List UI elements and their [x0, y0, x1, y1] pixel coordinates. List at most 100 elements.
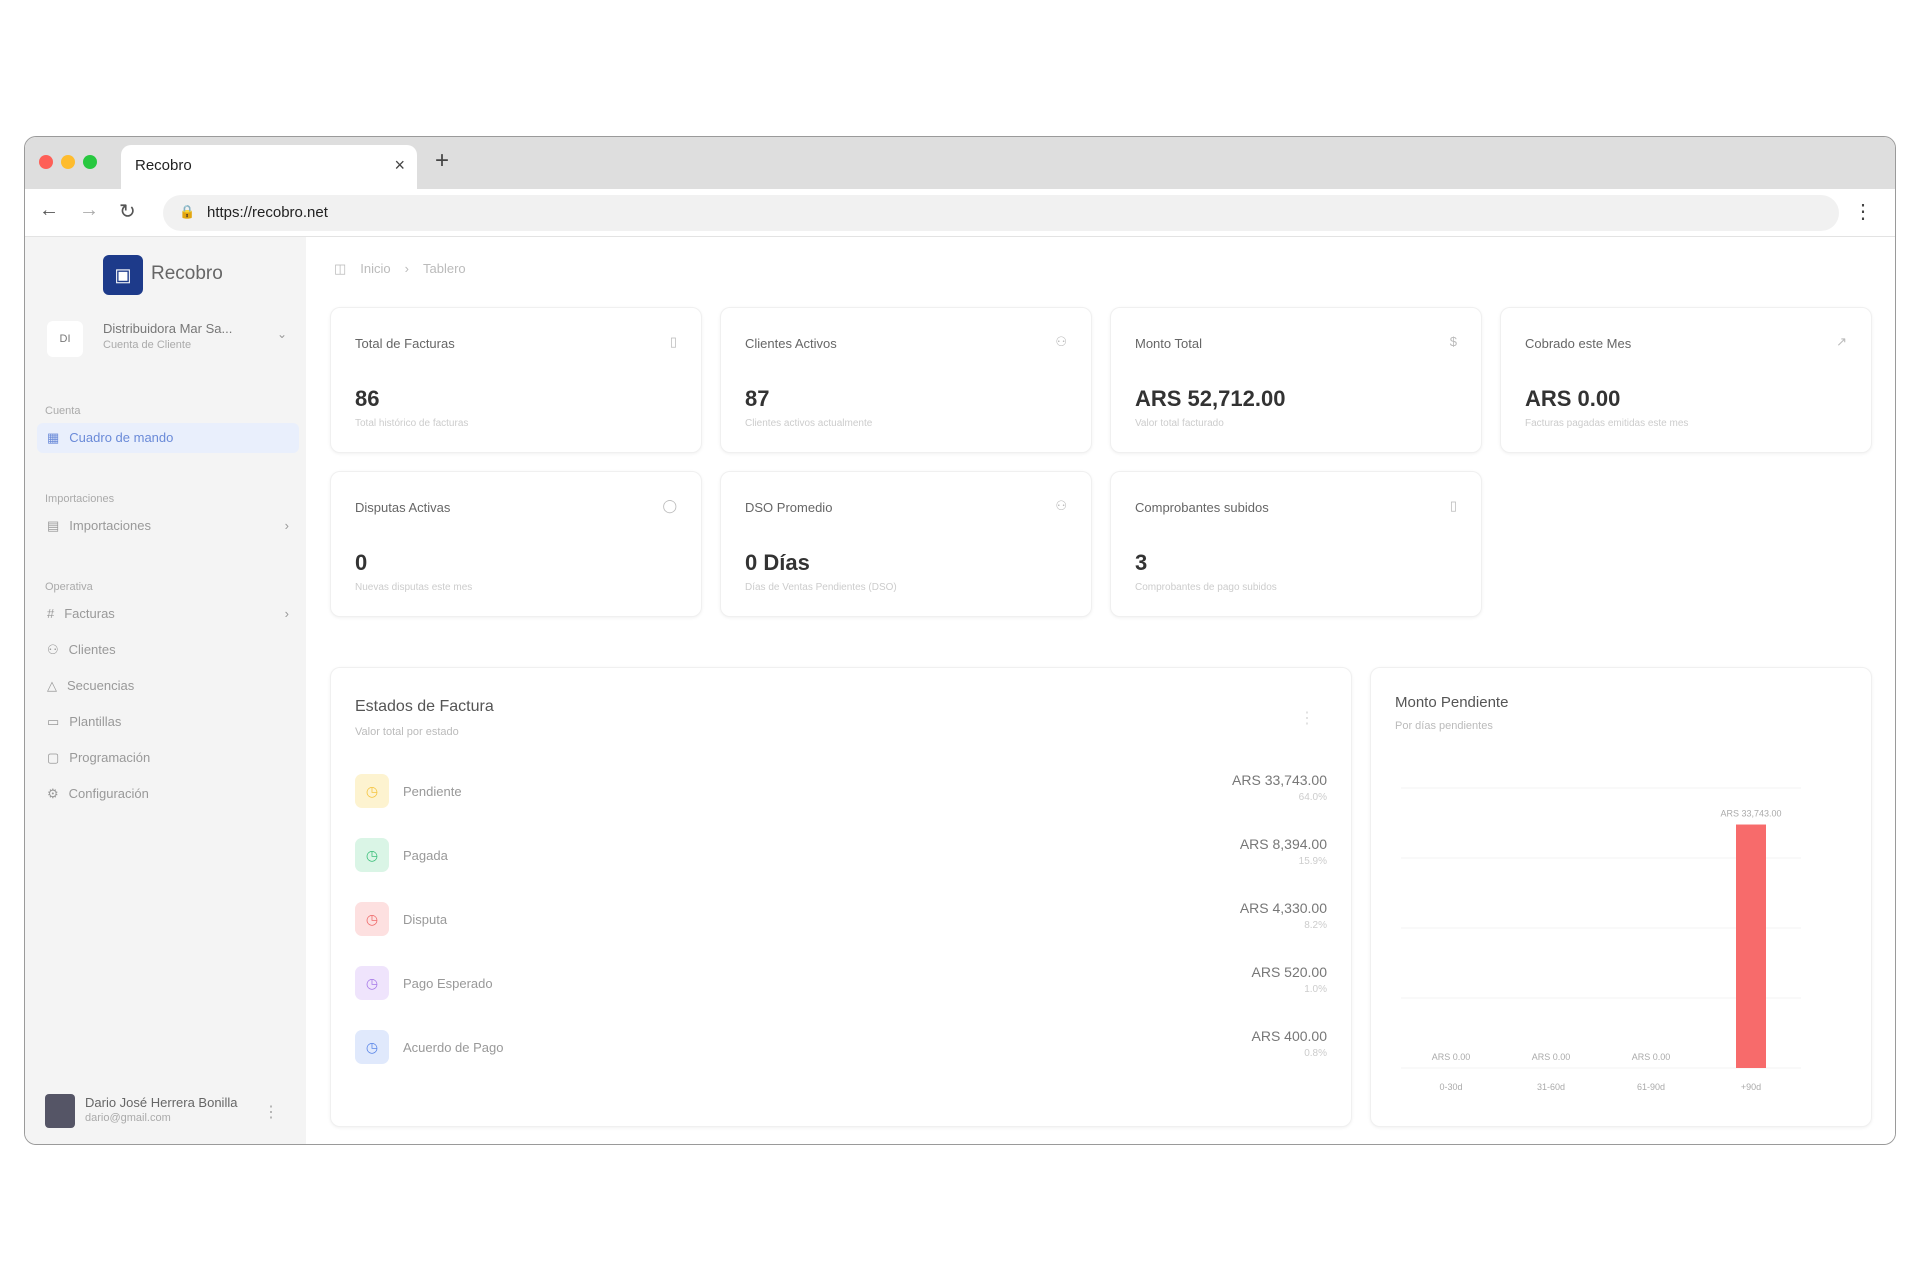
status-amount: ARS 520.00 [1251, 964, 1328, 980]
status-amount: ARS 8,394.00 [1239, 836, 1327, 852]
card-description: Nuevas disputas este mes [355, 582, 473, 593]
chart-title: Monto Pendiente [1395, 694, 1509, 711]
x-tick-label: 31-60d [1537, 1082, 1565, 1092]
close-tab-icon[interactable]: × [394, 155, 405, 175]
status-row[interactable]: ◷ Acuerdo de Pago ARS 400.00 0.8% [355, 1028, 1327, 1068]
stat-card: Total de Facturas ▯ 86 Total histórico d… [330, 307, 702, 453]
status-icon: ◷ [355, 1030, 389, 1064]
card-description: Clientes activos actualmente [745, 418, 873, 429]
status-label: Pagada [403, 848, 448, 863]
chevron-down-icon: ⌄ [276, 327, 287, 341]
panel-title: Estados de Factura [355, 698, 494, 715]
browser-tab[interactable]: Recobro × [121, 145, 417, 189]
minimize-window-button[interactable] [61, 155, 75, 169]
status-row[interactable]: ◷ Pago Esperado ARS 520.00 1.0% [355, 964, 1327, 1004]
sidebar: ▣ Recobro DI Distribuidora Mar Sa... Cue… [25, 237, 306, 1144]
dollar-icon: $ [1449, 334, 1457, 349]
document-icon: ▯ [669, 334, 677, 349]
calendar-icon: ▢ [47, 750, 60, 765]
sidebar-item-label: Secuencias [67, 678, 135, 693]
card-value: ARS 0.00 [1525, 386, 1621, 411]
sidebar-item-label: Importaciones [69, 518, 151, 533]
card-value: 0 [355, 550, 368, 575]
status-amount: ARS 4,330.00 [1239, 900, 1327, 916]
dashboard-icon: ▦ [47, 430, 60, 445]
sidebar-item-label: Cuadro de mando [69, 430, 174, 445]
status-amount: ARS 33,743.00 [1232, 772, 1327, 788]
bar [1736, 824, 1766, 1068]
section-label: Operativa [45, 581, 93, 593]
sidebar-item-importaciones[interactable]: ▤ Importaciones › [37, 511, 299, 541]
status-icon: ◷ [355, 902, 389, 936]
more-icon: ⋮ [263, 1104, 279, 1121]
status-percent: 8.2% [1304, 920, 1327, 931]
breadcrumb: ◫ Inicio › Tablero [334, 261, 466, 277]
stat-card: Cobrado este Mes ↗ ARS 0.00 Facturas pag… [1500, 307, 1872, 453]
browser-menu-icon[interactable]: ⋮ [1853, 201, 1873, 223]
user-menu[interactable]: Dario José Herrera Bonilla dario@gmail.c… [45, 1092, 295, 1132]
sidebar-item-clientes[interactable]: ⚇ Clientes [37, 635, 299, 665]
status-percent: 1.0% [1304, 984, 1327, 995]
forward-icon[interactable]: → [79, 199, 99, 221]
close-window-button[interactable] [39, 155, 53, 169]
card-description: Total histórico de facturas [355, 418, 469, 429]
x-tick-label: +90d [1741, 1082, 1761, 1092]
sidebar-item-label: Plantillas [69, 714, 122, 729]
back-icon[interactable]: ← [39, 199, 59, 221]
status-row[interactable]: ◷ Disputa ARS 4,330.00 8.2% [355, 900, 1327, 940]
breadcrumb-tablero: Tablero [423, 261, 466, 276]
card-description: Valor total facturado [1135, 418, 1224, 429]
breadcrumb-inicio[interactable]: Inicio [360, 261, 391, 276]
status-label: Acuerdo de Pago [403, 1040, 504, 1055]
bar-chart: ARS 0.00 0-30d ARS 0.00 31-60d ARS 0.00 61-90… [1401, 787, 1801, 1092]
section-label: Importaciones [45, 493, 115, 505]
user-email: dario@gmail.com [85, 1112, 171, 1124]
brand-name: Recobro [151, 263, 223, 284]
estados-panel: Estados de Factura Valor total por estad… [330, 667, 1352, 1127]
status-row[interactable]: ◷ Pagada ARS 8,394.00 15.9% [355, 836, 1327, 876]
sidebar-item-plantillas[interactable]: ▭ Plantillas [37, 707, 299, 737]
card-title: Monto Total [1135, 336, 1202, 351]
stat-card: Monto Total $ ARS 52,712.00 Valor total … [1110, 307, 1482, 453]
status-icon: ◷ [355, 838, 389, 872]
browser-window: Recobro × + ← → ↻ 🔒 https://recobro.net ⋮ … [24, 136, 1896, 1145]
card-title: Cobrado este Mes [1525, 336, 1632, 351]
url-input[interactable]: 🔒 https://recobro.net [163, 195, 1839, 231]
users-icon: ⚇ [47, 642, 59, 657]
card-value: 86 [355, 386, 380, 411]
card-description: Facturas pagadas emitidas este mes [1525, 418, 1689, 429]
sidebar-item-cuadro-de-mando[interactable]: ▦ Cuadro de mando [37, 423, 299, 453]
file-icon: ▯ [1449, 498, 1457, 513]
x-tick-label: 0-30d [1439, 1082, 1462, 1092]
status-row[interactable]: ◷ Pendiente ARS 33,743.00 64.0% [355, 772, 1327, 812]
bar-value-label: ARS 0.00 [1532, 1052, 1571, 1062]
bar-value-label: ARS 33,743.00 [1720, 809, 1781, 819]
card-title: DSO Promedio [745, 500, 833, 515]
stat-card: DSO Promedio ⚇ 0 Días Días de Ventas Pen… [720, 471, 1092, 617]
sidebar-item-programacion[interactable]: ▢ Programación [37, 743, 299, 773]
address-bar-row: ← → ↻ 🔒 https://recobro.net ⋮ [25, 189, 1895, 237]
chevron-right-icon: › [284, 606, 289, 621]
status-icon: ◷ [355, 774, 389, 808]
sidebar-item-label: Clientes [68, 642, 116, 657]
sidebar-toggle-icon[interactable]: ◫ [334, 261, 347, 276]
card-description: Días de Ventas Pendientes (DSO) [745, 582, 897, 593]
maximize-window-button[interactable] [83, 155, 97, 169]
clock-icon: ⚇ [1055, 498, 1067, 513]
tab-bar: Recobro × + [25, 137, 1895, 189]
sequence-icon: △ [47, 678, 57, 693]
reload-icon[interactable]: ↻ [119, 201, 136, 223]
sidebar-item-secuencias[interactable]: △ Secuencias [37, 671, 299, 701]
chevron-right-icon: › [284, 518, 289, 533]
template-icon: ▭ [47, 714, 60, 729]
panel-subtitle: Valor total por estado [355, 726, 459, 738]
invoice-icon: # [47, 606, 55, 621]
sidebar-item-facturas[interactable]: # Facturas › [37, 599, 299, 629]
users-icon: ⚇ [1055, 334, 1067, 349]
more-icon[interactable]: ⋮ [1299, 710, 1315, 727]
org-switcher[interactable]: DI Distribuidora Mar Sa... Cuenta de Cli… [47, 317, 297, 363]
new-tab-button[interactable]: + [435, 147, 450, 174]
card-value: ARS 52,712.00 [1135, 386, 1286, 411]
card-value: 0 Días [745, 550, 810, 575]
sidebar-item-configuracion[interactable]: ⚙ Configuración [37, 779, 299, 809]
